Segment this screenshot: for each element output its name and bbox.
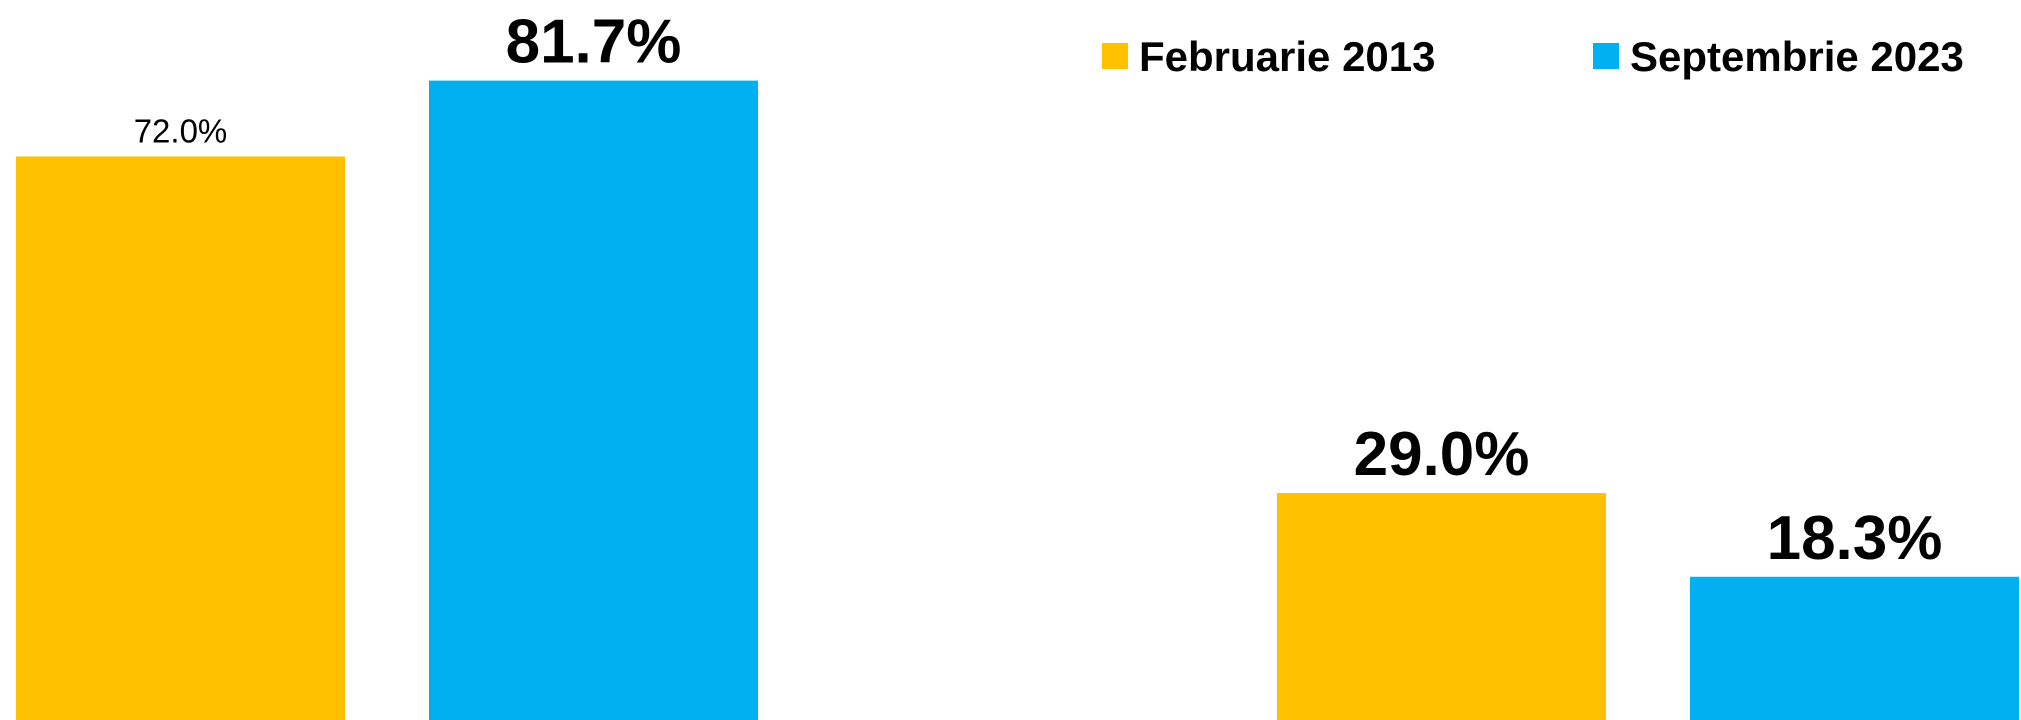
- legend-label: Septembrie 2023: [1630, 33, 1964, 80]
- data-label: 18.3%: [1767, 504, 1943, 573]
- bar: [1690, 576, 2019, 720]
- bar: [429, 80, 758, 720]
- bar: [16, 156, 345, 720]
- bar: [1277, 493, 1606, 720]
- legend-swatch: [1593, 43, 1619, 69]
- data-label: 29.0%: [1354, 420, 1530, 489]
- legend-label: Februarie 2013: [1139, 33, 1436, 80]
- data-label: 72.0%: [134, 113, 228, 150]
- data-label: 81.7%: [506, 8, 682, 77]
- legend-swatch: [1102, 43, 1128, 69]
